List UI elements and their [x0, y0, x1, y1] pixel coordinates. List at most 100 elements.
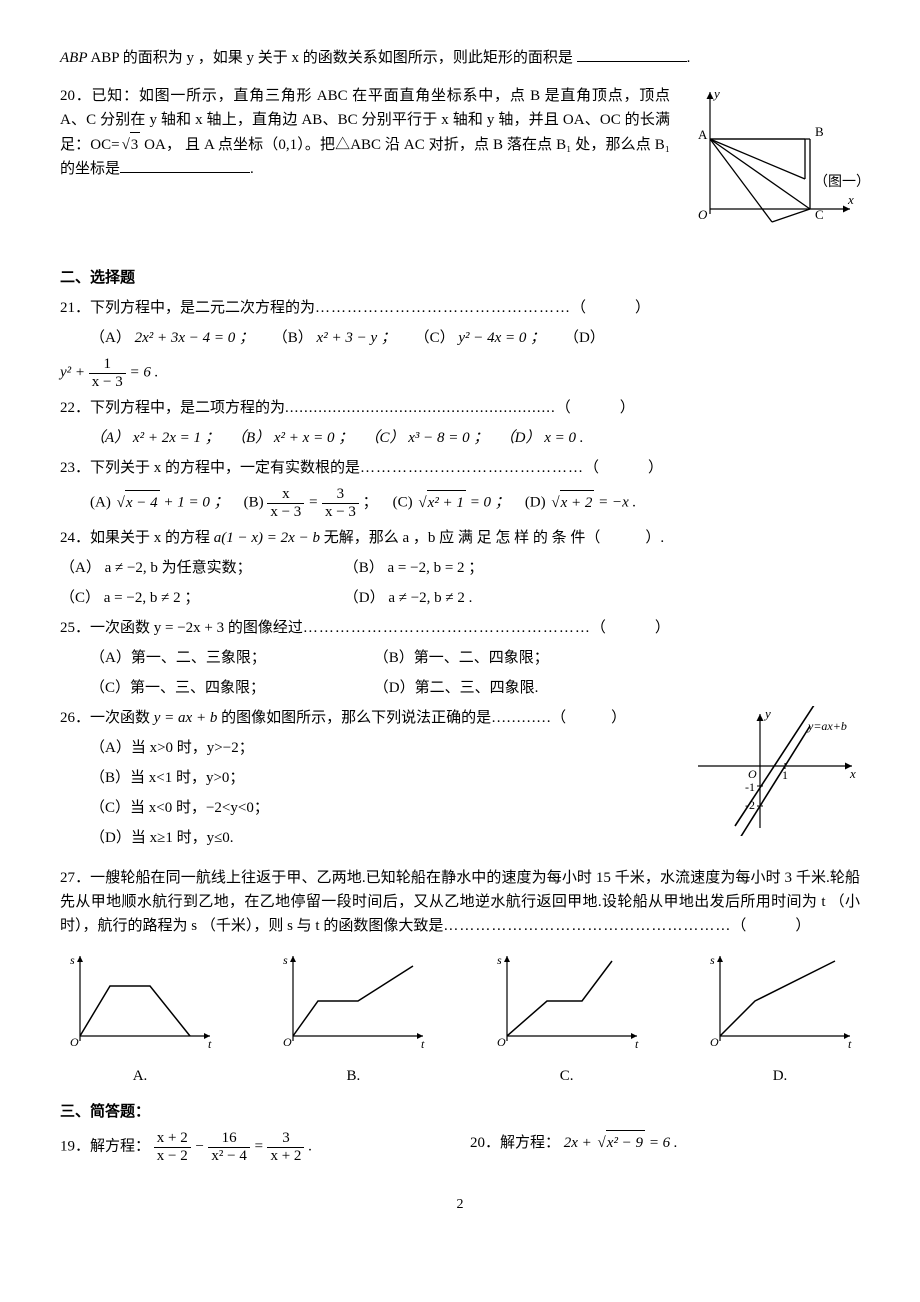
blank-q20	[120, 157, 250, 173]
svg-text:s: s	[70, 953, 75, 967]
section2-title: 二、选择题	[60, 266, 860, 290]
q23-stem-text: 23．下列关于 x 的方程中，一定有实数根的是	[60, 460, 360, 476]
q22-options: （A） x² + 2x = 1 ； （B） x² + x = 0 ； （C） x…	[90, 426, 860, 450]
q22-dots: ........................................…	[285, 400, 636, 416]
q27-labelA: A.	[60, 1064, 220, 1088]
q21-optC: y² − 4x = 0 ；	[458, 330, 545, 346]
q23-optB-f1n: x	[267, 486, 304, 504]
q26-figure: y x O 1 -1 -2 y=ax+b	[690, 706, 860, 836]
q27-labelD: D.	[700, 1064, 860, 1088]
svg-text:1: 1	[782, 768, 788, 782]
svg-text:s: s	[710, 953, 715, 967]
q19solve-pre: 19．解方程：	[60, 1139, 150, 1155]
q19-f2d: x² − 4	[208, 1148, 249, 1165]
svg-text:-2: -2	[745, 798, 755, 812]
q24-stem: 24．如果关于 x 的方程 a(1 − x) = 2x − b 无解，那么 a …	[60, 526, 860, 550]
q27-stem: 27．一艘轮船在同一航线上往返于甲、乙两地.已知轮船在静水中的速度为每小时 15…	[60, 866, 860, 938]
q21-stem-text: 21．下列方程中，是二元二次方程的为	[60, 300, 315, 316]
q27-figC: s t O	[487, 946, 647, 1056]
q19-f1d: x − 2	[154, 1148, 191, 1165]
q23-optA-rad: x − 4	[125, 490, 160, 515]
q20solve-rad: x² − 9	[606, 1130, 645, 1155]
q24-stem2: 无解，那么 a ，b 应 满 足 怎 样 的 条 件（ ）.	[320, 530, 664, 546]
svg-text:B: B	[815, 124, 824, 139]
q24-stem1: 24．如果关于 x 的方程	[60, 530, 214, 546]
q21-optD-line: y² + 1x − 3 = 6 .	[60, 356, 860, 390]
q26-stem2: 的图像如图所示，那么下列说法正确的是…………（ ）	[217, 710, 626, 726]
q27-figD-wrap: s t O D.	[700, 946, 860, 1088]
q25-dots: ………………………………………………（ ）	[303, 620, 671, 636]
q20-figure: y x O A B C B₁	[680, 84, 860, 224]
q24-optB: （B） a = −2, b = 2 ；	[344, 556, 624, 580]
q23-optC-sqrt: x² + 1	[416, 490, 466, 515]
q22-optD: （D） x = 0 .	[500, 430, 584, 446]
svg-text:C: C	[815, 207, 824, 222]
q25-stem-text: 25．一次函数 y = −2x + 3 的图像经过	[60, 620, 303, 636]
q21-stem: 21．下列方程中，是二元二次方程的为…………………………………………（ ）	[60, 296, 860, 320]
q21-optB-pre: （B）	[273, 330, 317, 346]
q22-optC: （C） x³ − 8 = 0 ；	[364, 430, 488, 446]
q19-end: .	[308, 1139, 312, 1155]
q26-block: y x O 1 -1 -2 y=ax+b 26．一次函数 y = ax + b …	[60, 706, 860, 850]
q24-optA: （A） a ≠ −2, b 为任意实数；	[60, 556, 340, 580]
svg-text:A: A	[698, 127, 708, 142]
svg-text:y: y	[712, 86, 720, 101]
fragment-intro: ABP ABP 的面积为 y ，如果 y 关于 x 的函数关系如图所示，则此矩形…	[60, 46, 860, 70]
q24-optC: （C） a = −2, b ≠ 2 ；	[60, 586, 340, 610]
svg-text:t: t	[635, 1037, 639, 1051]
q22-stem-text: 22．下列方程中，是二项方程的为	[60, 400, 285, 416]
q21-optB: x² + 3 − y ；	[317, 330, 396, 346]
q23-stem: 23．下列关于 x 的方程中，一定有实数根的是……………………………………（ ）	[60, 456, 860, 480]
q19-f3n: 3	[267, 1130, 304, 1148]
intro-abp: ABP	[60, 50, 88, 66]
q20-block: y x O A B C B₁ （图一） 20．已知：如图一所示，直角三角形 AB…	[60, 84, 860, 181]
q23-optB-pre: (B)	[244, 495, 268, 511]
q21-optD-rest: = 6 .	[126, 365, 159, 381]
q25-optC: （C）第一、三、四象限；	[90, 676, 370, 700]
q23-optD-rest: = −x .	[594, 495, 636, 511]
q21-optD-num: 1	[89, 356, 126, 374]
solve-row: 19．解方程： x + 2x − 2 − 16x² − 4 = 3x + 2 .…	[60, 1130, 860, 1164]
q20-sqrt3: 3	[120, 132, 141, 157]
svg-text:O: O	[497, 1035, 506, 1049]
q22-stem: 22．下列方程中，是二项方程的为........................…	[60, 396, 860, 420]
q27-figA-wrap: s t O A.	[60, 946, 220, 1088]
q19-f1n: x + 2	[154, 1130, 191, 1148]
q26-eq: y = ax + b	[154, 710, 218, 726]
svg-text:O: O	[748, 767, 757, 781]
svg-text:B₁: B₁	[766, 222, 779, 224]
page-number: 2	[60, 1194, 860, 1216]
section3-title: 三、简答题：	[60, 1100, 860, 1124]
q21-optA-pre: （A）	[90, 330, 135, 346]
svg-text:s: s	[283, 953, 288, 967]
q20solve-pre: 20．解方程：	[470, 1135, 560, 1151]
intro-text: ABP 的面积为 y ，如果 y 关于 x 的函数关系如图所示，则此矩形的面积是	[90, 50, 572, 66]
svg-text:O: O	[283, 1035, 292, 1049]
q24-optD: （D） a ≠ −2, b ≠ 2 .	[344, 586, 624, 610]
q27-figB-wrap: s t O B.	[273, 946, 433, 1088]
q23-optC-pre: (C)	[393, 495, 417, 511]
q23-optC-rest: = 0 ；	[466, 495, 510, 511]
svg-text:s: s	[497, 953, 502, 967]
q25-opts-row1: （A）第一、二、三象限； （B）第一、二、四象限；	[90, 646, 860, 670]
q20solve-eq1: 2x +	[564, 1135, 596, 1151]
svg-text:O: O	[698, 207, 708, 222]
q19-minus: −	[194, 1139, 208, 1155]
q24-opts-row2: （C） a = −2, b ≠ 2 ； （D） a ≠ −2, b ≠ 2 .	[60, 586, 860, 610]
q27-figC-wrap: s t O C.	[487, 946, 647, 1088]
q23-dots: ……………………………………（ ）	[360, 460, 664, 476]
q23-optC-rad: x² + 1	[427, 490, 466, 515]
q21-options-row1: （A） 2x² + 3x − 4 = 0 ； （B） x² + 3 − y ； …	[90, 326, 860, 350]
svg-text:t: t	[421, 1037, 425, 1051]
q20solve: 20．解方程： 2x + x² − 9 = 6 .	[470, 1130, 860, 1155]
q24-opts-row1: （A） a ≠ −2, b 为任意实数； （B） a = −2, b = 2 ；	[60, 556, 860, 580]
svg-text:t: t	[848, 1037, 852, 1051]
svg-text:-1: -1	[745, 780, 755, 794]
q21-optD-pre: （D）	[564, 330, 605, 346]
q22-optA: （A） x² + 2x = 1 ；	[90, 430, 220, 446]
q25-stem: 25．一次函数 y = −2x + 3 的图像经过…………………………………………	[60, 616, 860, 640]
q20-figure-wrap: y x O A B C B₁ （图一）	[680, 84, 860, 254]
q22-optB: （B） x² + x = 0 ；	[231, 430, 353, 446]
q21-optD-den: x − 3	[89, 374, 126, 391]
q23-optB-f1d: x − 3	[267, 504, 304, 521]
